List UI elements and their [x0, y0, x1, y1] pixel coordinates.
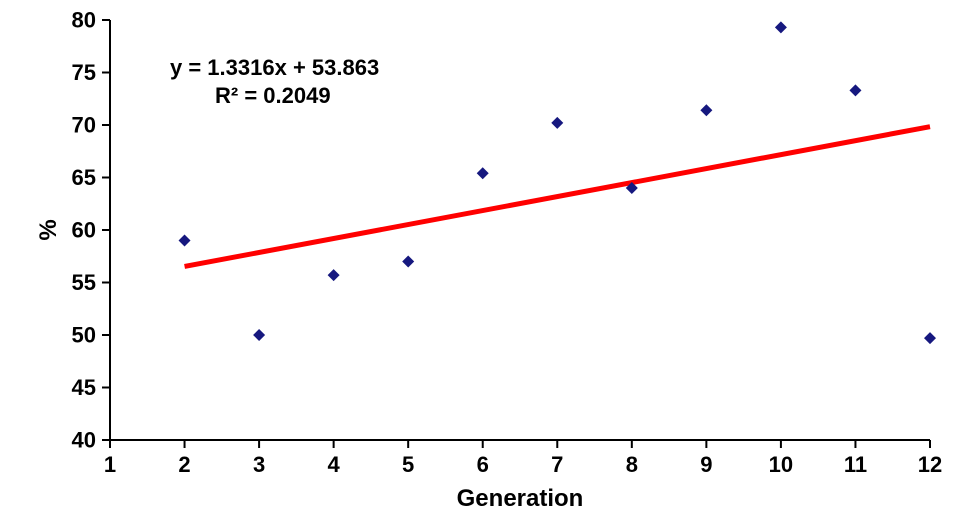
data-point	[551, 117, 563, 129]
x-tick-label: 9	[700, 452, 712, 477]
data-point	[700, 104, 712, 116]
y-tick-label: 50	[72, 323, 96, 348]
regression-line	[185, 127, 930, 267]
data-point	[849, 84, 861, 96]
x-tick-label: 6	[477, 452, 489, 477]
data-point	[924, 332, 936, 344]
y-tick-label: 55	[72, 270, 96, 295]
x-tick-label: 2	[178, 452, 190, 477]
equation-line-1: y = 1.3316x + 53.863	[170, 55, 379, 80]
y-tick-label: 70	[72, 113, 96, 138]
y-tick-label: 45	[72, 375, 96, 400]
data-point	[328, 269, 340, 281]
x-tick-label: 4	[328, 452, 341, 477]
x-tick-label: 1	[104, 452, 116, 477]
x-tick-label: 5	[402, 452, 414, 477]
data-point	[402, 256, 414, 268]
y-tick-label: 60	[72, 218, 96, 243]
data-point	[253, 329, 265, 341]
equation-line-2: R² = 0.2049	[215, 83, 331, 108]
x-tick-label: 12	[918, 452, 942, 477]
regression-line-path	[185, 127, 930, 267]
x-tick-label: 10	[769, 452, 793, 477]
x-axis-title: Generation	[457, 485, 584, 512]
y-axis-title: %	[35, 219, 62, 240]
y-tick-label: 40	[72, 428, 96, 453]
data-point	[477, 167, 489, 179]
equation-labels: y = 1.3316x + 53.863 R² = 0.2049	[170, 55, 379, 108]
data-point	[775, 21, 787, 33]
x-tick-label: 3	[253, 452, 265, 477]
y-tick-label: 65	[72, 165, 96, 190]
y-ticks: 40 45 50 55 60 65 70 75 80	[72, 8, 110, 453]
chart-svg: 123456789101112 404550556065707580 y = 1…	[0, 0, 960, 529]
y-tick-label: 80	[72, 8, 96, 33]
x-ticks: 123456789101112	[104, 440, 942, 477]
scatter-chart: 123456789101112 404550556065707580 y = 1…	[0, 0, 960, 529]
x-tick-label: 11	[844, 452, 867, 477]
x-tick-label: 8	[626, 452, 638, 477]
data-point	[179, 235, 191, 247]
y-tick-label: 75	[72, 60, 96, 85]
x-tick-label: 7	[551, 452, 563, 477]
